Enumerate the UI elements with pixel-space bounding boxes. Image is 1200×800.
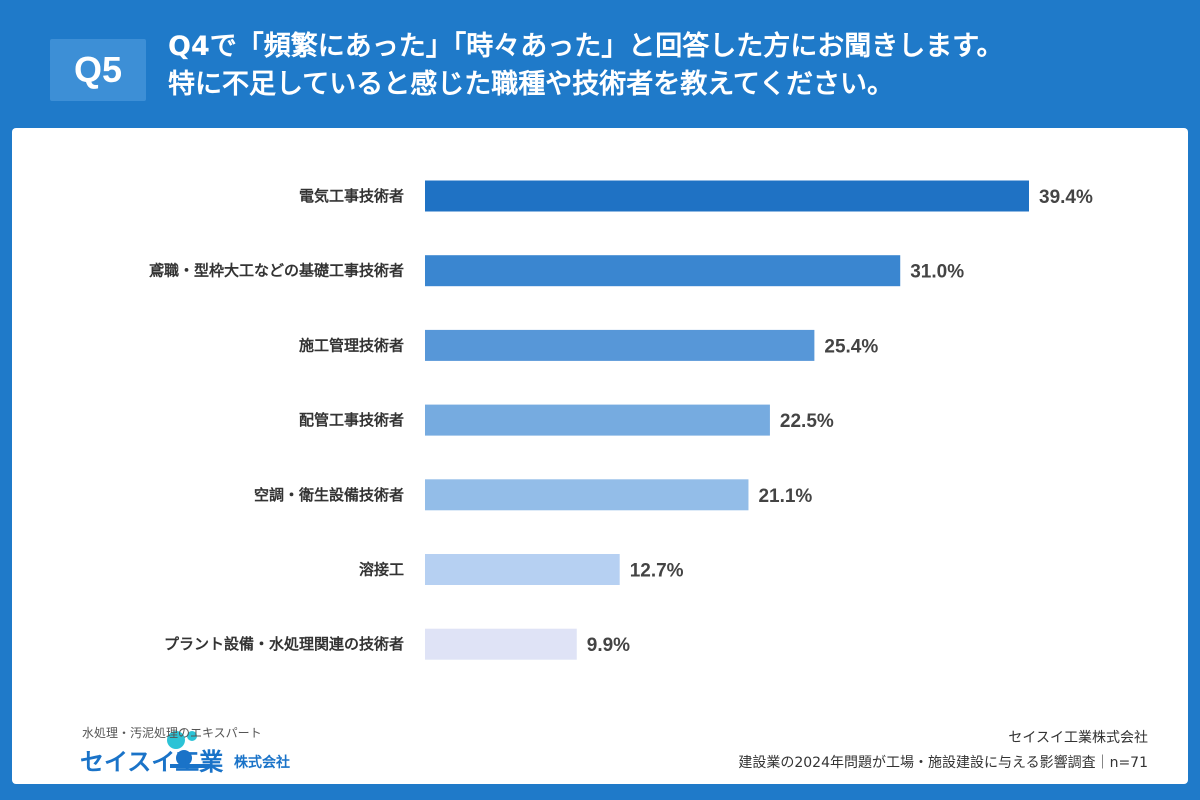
- category-label-2: 施工管理技術者: [299, 336, 404, 354]
- value-label-2: 25.4%: [824, 336, 878, 357]
- value-label-4: 21.1%: [758, 486, 812, 507]
- value-label-3: 22.5%: [780, 411, 834, 432]
- header: Q5 Q4で「頻繁にあった」「時々あった」と回答した方にお聞きします。 特に不足…: [0, 0, 1200, 128]
- value-label-6: 9.9%: [587, 635, 630, 656]
- logo-name: セイスイ工業: [80, 748, 224, 776]
- bar-3: [425, 404, 770, 436]
- category-label-1: 鳶職・型枠大工などの基礎工事技術者: [149, 262, 404, 280]
- bar-4: [425, 479, 749, 511]
- value-label-0: 39.4%: [1039, 187, 1093, 208]
- bar-5: [425, 554, 620, 585]
- value-label-1: 31.0%: [910, 262, 964, 283]
- category-label-3: 配管工事技術者: [299, 411, 404, 429]
- value-label-5: 12.7%: [630, 561, 684, 582]
- category-label-6: プラント設備・水処理関連の技術者: [164, 635, 404, 653]
- chart-panel: [12, 128, 1188, 784]
- bar-0: [425, 180, 1029, 212]
- category-label-0: 電気工事技術者: [299, 187, 404, 205]
- question-badge: Q5: [50, 39, 146, 101]
- credit-company: セイスイ工業株式会社: [1008, 730, 1148, 746]
- category-label-5: 溶接工: [359, 561, 404, 579]
- logo-tagline: 水処理・汚泥処理のエキスパート: [82, 726, 262, 740]
- bar-6: [425, 628, 577, 660]
- category-label-4: 空調・衛生設備技術者: [254, 486, 404, 504]
- question-text: Q4で「頻繁にあった」「時々あった」と回答した方にお聞きします。 特に不足してい…: [168, 28, 1004, 104]
- bottom-strip: [0, 786, 1200, 800]
- question-line-1: Q4で「頻繁にあった」「時々あった」と回答した方にお聞きします。: [168, 31, 1004, 62]
- logo-mark-icon: [167, 731, 210, 768]
- logo-suffix: 株式会社: [234, 755, 290, 771]
- question-line-2: 特に不足していると感じた職種や技術者を教えてください。: [168, 69, 895, 100]
- bar-2: [425, 329, 815, 361]
- credit-survey: 建設業の2024年問題が工場・施設建設に与える影響調査｜n=71: [738, 755, 1148, 771]
- bar-1: [425, 255, 901, 287]
